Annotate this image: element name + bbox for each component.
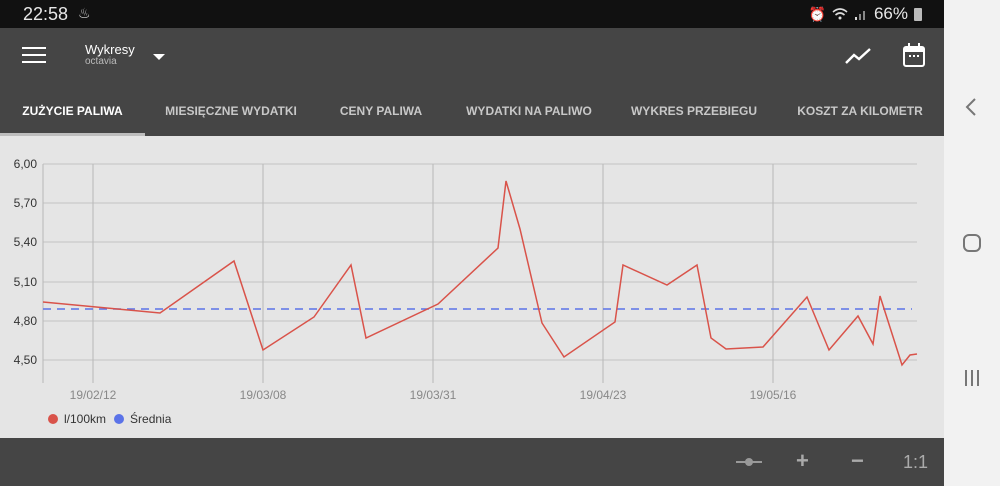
- legend-label-average: Średnia: [130, 412, 172, 426]
- dropdown-icon[interactable]: [153, 54, 165, 60]
- status-time: 22:58: [23, 4, 69, 24]
- fuel-consumption-chart[interactable]: 6,00 5,70 5,40 5,10 4,80 4,50 19/02/12 1…: [0, 136, 944, 438]
- back-icon[interactable]: [965, 97, 977, 117]
- battery-icon: [914, 7, 922, 21]
- android-nav-bar: [944, 0, 1000, 486]
- status-bar: 22:58 ♨ ⏰ 66%: [0, 0, 944, 28]
- svg-text:5,40: 5,40: [14, 235, 38, 249]
- svg-text:19/05/16: 19/05/16: [750, 388, 797, 402]
- legend-dot-consumption: [48, 414, 58, 424]
- y-gridlines: [43, 163, 917, 361]
- y-axis-labels: 6,00 5,70 5,40 5,10 4,80 4,50: [14, 157, 38, 367]
- consumption-line: [42, 180, 918, 367]
- svg-text:4,80: 4,80: [14, 314, 38, 328]
- wifi-icon: [832, 8, 848, 20]
- recents-icon[interactable]: [963, 369, 981, 387]
- menu-icon[interactable]: [22, 47, 46, 65]
- vehicle-name[interactable]: octavia: [85, 56, 117, 67]
- zoom-controls-bar: + − 1:1: [0, 438, 944, 486]
- active-tab-indicator: [0, 133, 145, 136]
- chart-legend: l/100km Średnia: [48, 412, 171, 426]
- svg-text:4,50: 4,50: [14, 353, 38, 367]
- trend-icon[interactable]: [845, 48, 871, 64]
- tab-miesieczne-wydatki[interactable]: MIESIĘCZNE WYDATKI: [165, 104, 297, 118]
- legend-label-consumption: l/100km: [64, 412, 107, 426]
- chart-canvas[interactable]: 6,00 5,70 5,40 5,10 4,80 4,50 19/02/12 1…: [0, 136, 944, 438]
- svg-text:19/02/12: 19/02/12: [70, 388, 117, 402]
- tab-wykres-przebiegu[interactable]: WYKRES PRZEBIEGU: [630, 104, 757, 118]
- calendar-icon[interactable]: [903, 43, 925, 67]
- tab-bar: ZUŻYCIE PALIWA MIESIĘCZNE WYDATKI CENY P…: [0, 86, 944, 136]
- toolbar: Wykresy octavia: [0, 28, 944, 86]
- tab-koszt-za-kilometr[interactable]: KOSZT ZA KILOMETR: [797, 104, 923, 118]
- tab-zuzycie-paliwa[interactable]: ZUŻYCIE PALIWA: [22, 104, 123, 118]
- notification-icon: ♨: [78, 5, 91, 21]
- svg-text:19/04/23: 19/04/23: [580, 388, 627, 402]
- alarm-icon: ⏰: [808, 5, 826, 22]
- page-title[interactable]: Wykresy: [85, 42, 135, 57]
- battery-percent: 66%: [873, 4, 908, 23]
- reset-zoom-button[interactable]: 1:1: [903, 452, 929, 472]
- svg-text:19/03/31: 19/03/31: [410, 388, 457, 402]
- legend-dot-average: [114, 414, 125, 424]
- x-axis-labels: 19/02/12 19/03/08 19/03/31 19/04/23 19/0…: [70, 388, 797, 402]
- svg-text:5,10: 5,10: [14, 275, 38, 289]
- signal-icon: [854, 11, 865, 20]
- zoom-out-button[interactable]: −: [851, 448, 864, 473]
- slider-icon[interactable]: [736, 456, 762, 468]
- status-icons: ⏰ 66%: [809, 4, 922, 24]
- app: 22:58 ♨ ⏰ 66% Wykresy octavia ZUŻYCIE PA…: [0, 0, 944, 486]
- svg-text:5,70: 5,70: [14, 196, 38, 210]
- tab-ceny-paliwa[interactable]: CENY PALIWA: [339, 104, 423, 118]
- tab-wydatki-na-paliwo[interactable]: WYDATKI NA PALIWO: [466, 104, 592, 118]
- home-icon[interactable]: [962, 233, 982, 253]
- svg-text:6,00: 6,00: [14, 157, 38, 171]
- zoom-in-button[interactable]: +: [796, 448, 809, 473]
- x-gridlines: [42, 164, 774, 383]
- svg-text:19/03/08: 19/03/08: [240, 388, 287, 402]
